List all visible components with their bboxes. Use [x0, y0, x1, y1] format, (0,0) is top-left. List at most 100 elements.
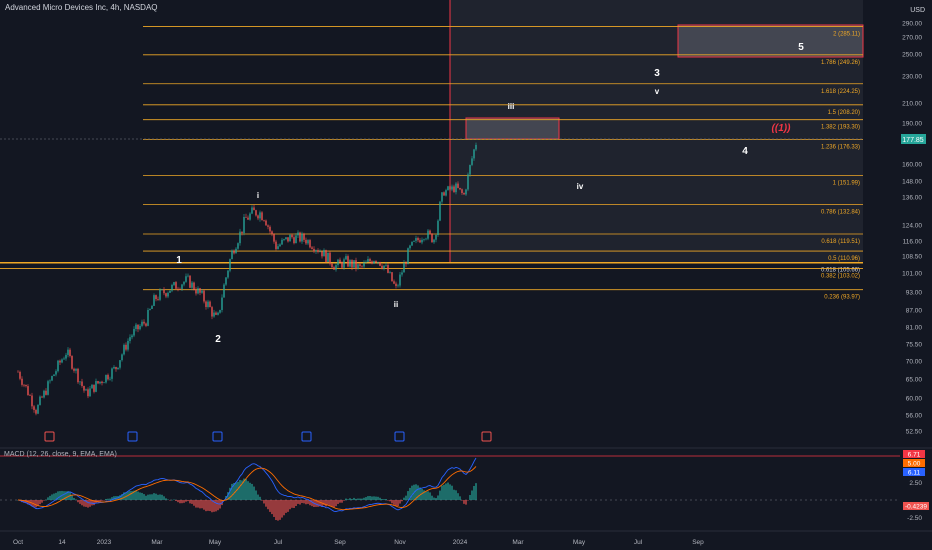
macd-bar: [291, 500, 293, 508]
macd-bar: [111, 497, 113, 500]
macd-bar: [271, 500, 273, 515]
candle-body: [405, 262, 407, 265]
candle-body: [219, 309, 221, 313]
candle-body: [125, 344, 127, 350]
fib-label: 1.382 (193.30): [821, 125, 860, 131]
macd-badge-high-value: 6.71: [908, 452, 921, 459]
candle-body: [409, 245, 411, 249]
candle-body: [245, 216, 247, 218]
candle-body: [417, 238, 419, 241]
macd-bar: [387, 500, 389, 501]
candle-body: [31, 395, 33, 407]
candle-body: [123, 344, 125, 355]
fib-label: 0.618 (119.51): [821, 239, 860, 245]
macd-badge-signal-value: 5.00: [908, 461, 921, 468]
candle-body: [141, 321, 143, 326]
candle-body: [467, 174, 469, 190]
candle-body: [49, 380, 51, 382]
macd-bar: [335, 500, 337, 507]
macd-bar: [419, 487, 421, 500]
candle-body: [221, 297, 223, 310]
macd-bar: [303, 500, 305, 504]
candle-body: [309, 240, 311, 248]
candle-body: [361, 265, 363, 267]
macd-bar: [441, 485, 443, 500]
candle-body: [291, 234, 293, 238]
macd-bar: [191, 500, 193, 504]
macd-bar: [251, 483, 253, 500]
macd-bar: [143, 494, 145, 500]
candle-body: [237, 243, 239, 249]
candle-body: [67, 349, 69, 355]
candle-body: [59, 360, 61, 363]
candle-body: [473, 149, 475, 159]
candle-body: [265, 220, 267, 226]
macd-bar: [377, 496, 379, 500]
time-tick: Jul: [634, 539, 643, 546]
candle-body: [101, 381, 103, 384]
macd-bar: [269, 500, 271, 512]
macd-bar: [397, 500, 399, 507]
price-tick: 124.00: [902, 223, 922, 230]
macd-bar: [411, 485, 413, 500]
candle-body: [191, 282, 193, 288]
candle-body: [249, 213, 251, 220]
macd-bar: [187, 500, 189, 502]
macd-bar: [467, 500, 469, 501]
time-tick: Mar: [512, 539, 524, 546]
macd-bar: [39, 500, 41, 505]
macd-bar: [209, 500, 211, 512]
price-axis[interactable]: 290.00270.00250.00230.00210.00190.00175.…: [902, 21, 922, 436]
macd-bar: [383, 499, 385, 500]
macd-badges: 6.71 5.00 6.11 -0.4239: [903, 450, 929, 511]
macd-bar: [395, 500, 397, 506]
macd-bar: [233, 483, 235, 500]
macd-bar: [465, 500, 467, 505]
candle-body: [391, 272, 393, 282]
candle-body: [411, 241, 413, 246]
candle-body: [47, 381, 49, 395]
candle-body: [193, 282, 195, 290]
macd-bar: [47, 497, 49, 500]
candle-body: [135, 324, 137, 329]
signal-line: [17, 466, 477, 511]
candle-body: [229, 259, 231, 271]
candle-body: [165, 293, 167, 297]
macd-axis[interactable]: 2.50 -2.50: [907, 480, 922, 522]
macd-bar: [255, 490, 257, 500]
macd-bar: [423, 490, 425, 500]
macd-bar: [309, 500, 311, 506]
macd-bar: [71, 495, 73, 500]
macd-bar: [69, 492, 71, 500]
candle-body: [325, 250, 327, 263]
candle-body: [393, 281, 395, 284]
candle-body: [461, 189, 463, 193]
candle-body: [139, 325, 141, 330]
macd-bar: [161, 494, 163, 500]
macd-bar: [253, 486, 255, 500]
event-markers: [44, 431, 492, 442]
macd-badge-signal: [903, 459, 925, 467]
candle-body: [155, 295, 157, 300]
macd-bar: [451, 485, 453, 500]
macd-bar: [325, 500, 327, 507]
price-tick: 60.00: [906, 396, 923, 403]
macd-bar: [457, 493, 459, 500]
time-tick: May: [573, 539, 586, 546]
candle-body: [197, 288, 199, 294]
price-tick: 101.00: [902, 271, 922, 278]
candle-body: [149, 308, 151, 310]
time-axis[interactable]: Oct 14 2023 Mar May Jul Sep Nov 2024 Mar May Jul Sep: [13, 539, 704, 546]
candle-body: [377, 261, 379, 263]
macd-bar: [153, 493, 155, 500]
macd-bar: [305, 500, 307, 505]
macd-bar: [405, 495, 407, 500]
candle-body: [111, 368, 113, 379]
macd-bar: [101, 500, 103, 501]
price-tick: 87.00: [906, 308, 923, 315]
candle-body: [95, 381, 97, 392]
macd-bar: [133, 490, 135, 500]
candle-body: [471, 158, 473, 165]
macd-bar: [99, 500, 101, 502]
